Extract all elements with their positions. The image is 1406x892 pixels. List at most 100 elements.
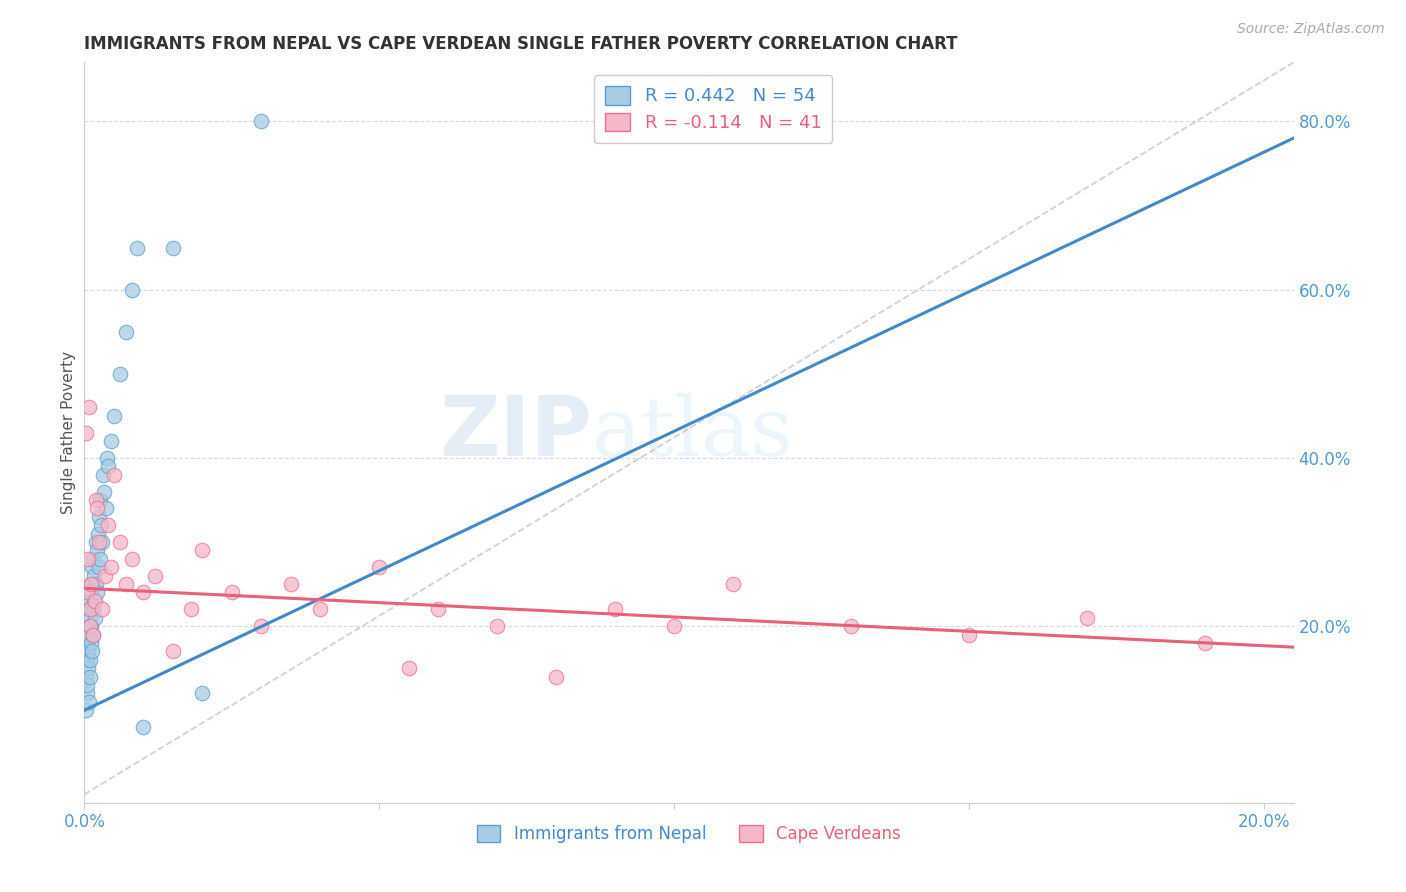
Cape Verdeans [664,619,686,633]
Cape Verdeans [546,670,568,684]
Cape Verdeans [114,577,136,591]
Immigrants from Nepal [77,644,100,658]
Cape Verdeans [191,543,214,558]
Cape Verdeans [162,644,184,658]
Cape Verdeans [76,585,98,599]
Immigrants from Nepal [77,627,100,641]
Immigrants from Nepal [250,114,273,128]
Cape Verdeans [97,518,120,533]
Immigrants from Nepal [132,720,155,734]
Immigrants from Nepal [80,585,103,599]
Immigrants from Nepal [79,670,101,684]
Cape Verdeans [80,577,103,591]
Immigrants from Nepal [100,434,122,448]
Cape Verdeans [75,425,97,440]
Cape Verdeans [100,560,122,574]
Cape Verdeans [280,577,302,591]
Immigrants from Nepal [76,636,98,650]
Immigrants from Nepal [82,627,104,641]
Immigrants from Nepal [75,670,97,684]
Cape Verdeans [77,551,100,566]
Immigrants from Nepal [91,535,114,549]
Immigrants from Nepal [90,518,112,533]
Immigrants from Nepal [97,459,120,474]
Immigrants from Nepal [82,602,104,616]
Immigrants from Nepal [84,535,107,549]
Immigrants from Nepal [80,636,103,650]
Cape Verdeans [486,619,509,633]
Cape Verdeans [91,602,114,616]
Immigrants from Nepal [79,653,101,667]
Immigrants from Nepal [108,367,131,381]
Immigrants from Nepal [93,484,115,499]
Immigrants from Nepal [77,695,100,709]
Cape Verdeans [121,551,143,566]
Cape Verdeans [86,501,108,516]
Cape Verdeans [309,602,332,616]
Immigrants from Nepal [80,560,103,574]
Cape Verdeans [1194,636,1216,650]
Cape Verdeans [87,535,110,549]
Cape Verdeans [84,492,107,507]
Cape Verdeans [79,602,101,616]
Cape Verdeans [108,535,131,549]
Cape Verdeans [398,661,420,675]
Immigrants from Nepal [76,653,98,667]
Immigrants from Nepal [89,492,111,507]
Immigrants from Nepal [75,703,97,717]
Immigrants from Nepal [80,644,103,658]
Immigrants from Nepal [114,325,136,339]
Immigrants from Nepal [79,594,101,608]
Cape Verdeans [82,627,104,641]
Text: Source: ZipAtlas.com: Source: ZipAtlas.com [1237,22,1385,37]
Immigrants from Nepal [87,526,110,541]
Cape Verdeans [721,577,744,591]
Immigrants from Nepal [76,678,98,692]
Immigrants from Nepal [121,283,143,297]
Immigrants from Nepal [82,551,104,566]
Cape Verdeans [94,568,117,582]
Immigrants from Nepal [162,240,184,254]
Immigrants from Nepal [76,686,98,700]
Cape Verdeans [427,602,450,616]
Immigrants from Nepal [83,568,105,582]
Text: ZIP: ZIP [440,392,592,473]
Cape Verdeans [250,619,273,633]
Immigrants from Nepal [84,610,107,624]
Immigrants from Nepal [83,594,105,608]
Cape Verdeans [839,619,862,633]
Immigrants from Nepal [89,551,111,566]
Immigrants from Nepal [86,585,108,599]
Cape Verdeans [1076,610,1098,624]
Immigrants from Nepal [80,619,103,633]
Immigrants from Nepal [127,240,149,254]
Immigrants from Nepal [91,467,114,482]
Cape Verdeans [368,560,391,574]
Immigrants from Nepal [86,543,108,558]
Legend: Immigrants from Nepal, Cape Verdeans: Immigrants from Nepal, Cape Verdeans [471,819,907,850]
Cape Verdeans [143,568,166,582]
Cape Verdeans [957,627,980,641]
Cape Verdeans [79,619,101,633]
Immigrants from Nepal [87,509,110,524]
Cape Verdeans [180,602,202,616]
Cape Verdeans [132,585,155,599]
Text: IMMIGRANTS FROM NEPAL VS CAPE VERDEAN SINGLE FATHER POVERTY CORRELATION CHART: IMMIGRANTS FROM NEPAL VS CAPE VERDEAN SI… [84,35,957,53]
Cape Verdeans [84,594,107,608]
Immigrants from Nepal [77,602,100,616]
Immigrants from Nepal [96,450,118,465]
Immigrants from Nepal [80,577,103,591]
Immigrants from Nepal [77,661,100,675]
Cape Verdeans [77,401,100,415]
Text: atlas: atlas [592,392,794,473]
Immigrants from Nepal [191,686,214,700]
Immigrants from Nepal [79,610,101,624]
Immigrants from Nepal [87,560,110,574]
Cape Verdeans [605,602,627,616]
Y-axis label: Single Father Poverty: Single Father Poverty [60,351,76,514]
Immigrants from Nepal [103,409,125,423]
Cape Verdeans [103,467,125,482]
Immigrants from Nepal [94,501,117,516]
Immigrants from Nepal [77,619,100,633]
Immigrants from Nepal [84,577,107,591]
